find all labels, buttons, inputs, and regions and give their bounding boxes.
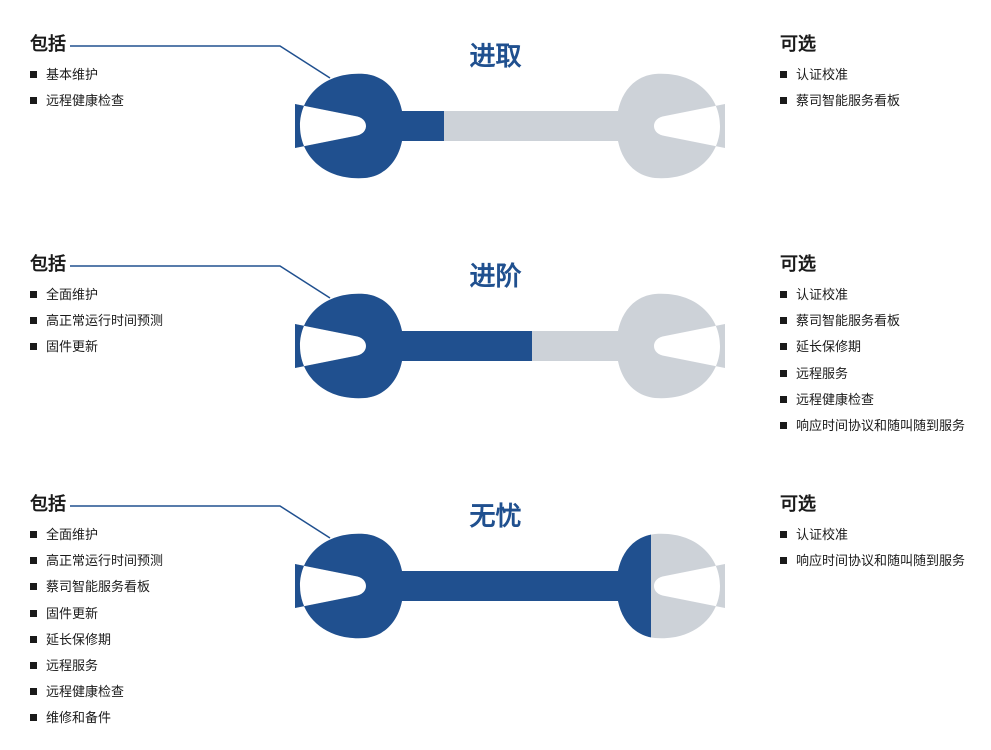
- list-item: 基本维护: [30, 66, 260, 84]
- included-header: 包括: [30, 490, 260, 516]
- list-item: 高正常运行时间预测: [30, 552, 260, 570]
- list-item: 远程服务: [30, 657, 260, 675]
- included-column: 包括基本维护远程健康检查: [30, 30, 260, 118]
- included-list: 全面维护高正常运行时间预测固件更新: [30, 286, 260, 357]
- list-item: 远程健康检查: [780, 391, 980, 409]
- included-header: 包括: [30, 30, 260, 56]
- list-item: 响应时间协议和随叫随到服务: [780, 552, 980, 570]
- list-item: 全面维护: [30, 286, 260, 304]
- list-item: 蔡司智能服务看板: [780, 92, 980, 110]
- list-item: 高正常运行时间预测: [30, 312, 260, 330]
- wrench-icon: [290, 66, 730, 186]
- optional-header: 可选: [780, 490, 980, 516]
- optional-list: 认证校准蔡司智能服务看板延长保修期远程服务远程健康检查响应时间协议和随叫随到服务: [780, 286, 980, 435]
- wrench-icon: [290, 526, 730, 646]
- included-list: 全面维护高正常运行时间预测蔡司智能服务看板固件更新延长保修期远程服务远程健康检查…: [30, 526, 260, 728]
- list-item: 认证校准: [780, 66, 980, 84]
- list-item: 维修和备件: [30, 709, 260, 727]
- list-item: 认证校准: [780, 286, 980, 304]
- list-item: 远程健康检查: [30, 92, 260, 110]
- list-item: 固件更新: [30, 338, 260, 356]
- list-item: 固件更新: [30, 605, 260, 623]
- optional-column: 可选认证校准蔡司智能服务看板延长保修期远程服务远程健康检查响应时间协议和随叫随到…: [780, 250, 980, 443]
- infographic-stage: 进取 包括基本维护远程健康检查可选认证校准蔡司智能服务看板进阶: [0, 0, 991, 750]
- list-item: 蔡司智能服务看板: [30, 578, 260, 596]
- included-list: 基本维护远程健康检查: [30, 66, 260, 110]
- optional-header: 可选: [780, 30, 980, 56]
- optional-list: 认证校准蔡司智能服务看板: [780, 66, 980, 110]
- list-item: 认证校准: [780, 526, 980, 544]
- list-item: 延长保修期: [30, 631, 260, 649]
- included-column: 包括全面维护高正常运行时间预测固件更新: [30, 250, 260, 365]
- list-item: 远程服务: [780, 365, 980, 383]
- list-item: 远程健康检查: [30, 683, 260, 701]
- list-item: 响应时间协议和随叫随到服务: [780, 417, 980, 435]
- list-item: 延长保修期: [780, 338, 980, 356]
- optional-column: 可选认证校准蔡司智能服务看板: [780, 30, 980, 118]
- wrench-icon: [290, 286, 730, 406]
- list-item: 全面维护: [30, 526, 260, 544]
- optional-header: 可选: [780, 250, 980, 276]
- optional-column: 可选认证校准响应时间协议和随叫随到服务: [780, 490, 980, 578]
- included-header: 包括: [30, 250, 260, 276]
- optional-list: 认证校准响应时间协议和随叫随到服务: [780, 526, 980, 570]
- included-column: 包括全面维护高正常运行时间预测蔡司智能服务看板固件更新延长保修期远程服务远程健康…: [30, 490, 260, 736]
- list-item: 蔡司智能服务看板: [780, 312, 980, 330]
